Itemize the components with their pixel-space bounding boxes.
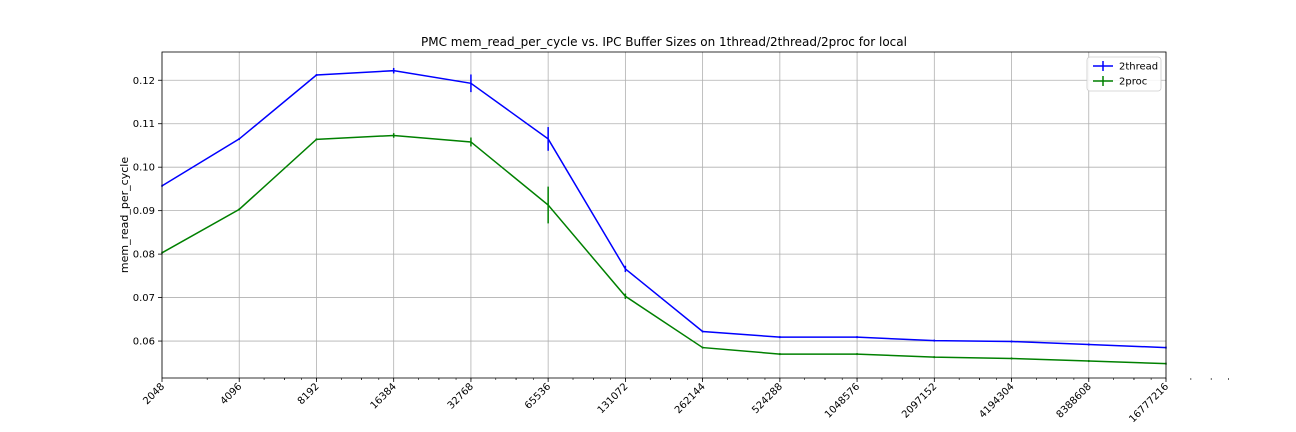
legend-label-2proc: 2proc <box>1119 77 1147 88</box>
x-tick-label: 2048 <box>141 381 167 407</box>
x-tick-label: 65536 <box>523 381 553 411</box>
series-line-2proc <box>161 134 1167 365</box>
x-tick-label: 32768 <box>446 381 476 411</box>
y-tick-label: 0.11 <box>133 119 155 130</box>
series-layer <box>161 67 1167 365</box>
grid <box>161 52 1167 378</box>
series-line-2thread <box>161 69 1167 349</box>
x-tick-label: 1048576 <box>823 381 862 420</box>
chart-title: PMC mem_read_per_cycle vs. IPC Buffer Si… <box>421 35 907 49</box>
y-tick-label: 0.09 <box>133 206 155 217</box>
x-tick-label: 16777216 <box>1127 381 1171 425</box>
plot-frame <box>161 51 1167 379</box>
legend-label-2thread: 2thread <box>1119 62 1158 73</box>
legend: 2thread 2proc <box>1086 56 1162 92</box>
x-tick-label: 131072 <box>596 381 631 416</box>
x-tick-label: 4194304 <box>977 381 1016 420</box>
y-tick-label: 0.08 <box>133 250 155 261</box>
x-tick-label: 524288 <box>750 381 785 416</box>
x-tick-label: 262144 <box>673 381 708 416</box>
x-tick-label: 8192 <box>296 381 322 407</box>
x-tick-label: 4096 <box>219 381 245 407</box>
x-tick-label: 8388608 <box>1055 381 1094 420</box>
y-tick-label: 0.07 <box>133 293 155 304</box>
x-tick-label: 2097152 <box>900 381 939 420</box>
x-tick-label: 16384 <box>369 381 399 411</box>
axes: 2048 4096 8192 16384 32768 65536 131072 262144 5… <box>133 76 1229 425</box>
y-tick-label: 0.10 <box>133 163 155 174</box>
y-axis-label: mem_read_per_cycle <box>118 157 131 273</box>
y-tick-label: 0.12 <box>133 76 155 87</box>
y-tick-label: 0.06 <box>133 337 155 348</box>
